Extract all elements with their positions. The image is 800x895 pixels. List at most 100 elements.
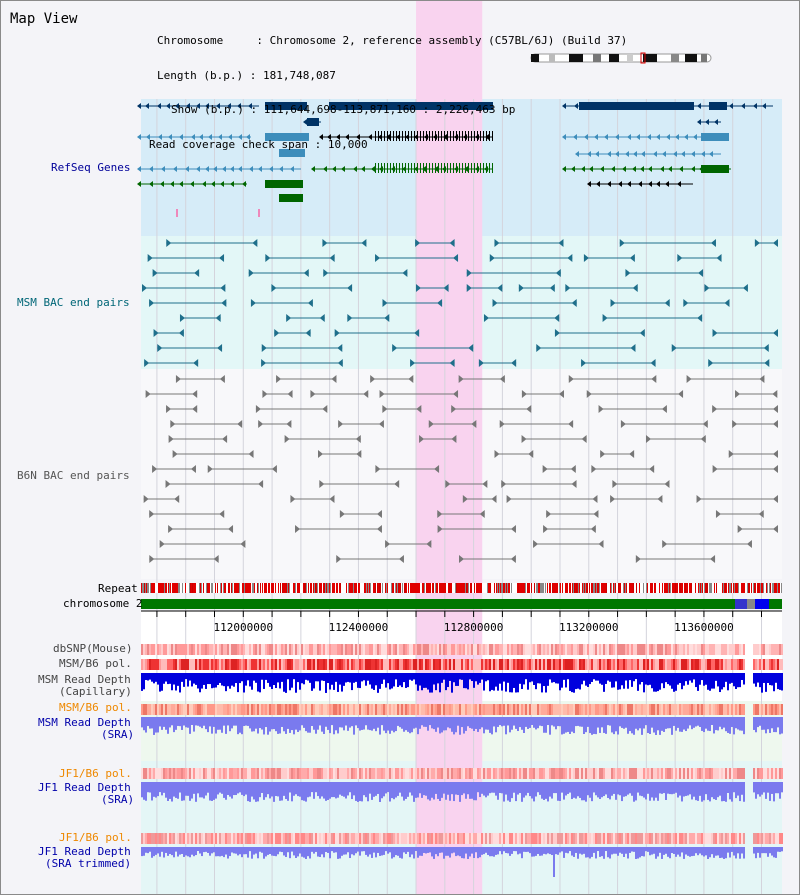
repeat-block — [173, 583, 174, 593]
jf1-pol2-cell — [553, 833, 555, 844]
msm-bac-pair-end — [489, 254, 495, 262]
jf1-pol2-cell — [721, 833, 723, 844]
gene-blue-4-arrow — [173, 166, 177, 172]
msm-pol-cell — [667, 659, 669, 670]
jf1-sra-depth-bar — [357, 782, 359, 802]
msm-cap-depth-bar — [239, 673, 241, 684]
msm-pol-cell — [639, 659, 641, 670]
dbsnp-cell — [567, 644, 569, 655]
dbsnp-cell — [691, 644, 693, 655]
jf1-pol2-cell — [513, 833, 515, 844]
track-label-msm-b6-pol-1[interactable]: MSM/B6 pol. — [59, 657, 132, 670]
track-label-jf1-read-sra[interactable]: JF1 Read Depth — [38, 781, 131, 794]
track-label-chromosome[interactable]: chromosome 2 — [63, 597, 143, 610]
jf1-pol-cell — [467, 768, 469, 779]
track-label-msm-read-cap[interactable]: MSM Read Depth — [38, 673, 131, 686]
jf1-pol2-cell — [549, 833, 551, 844]
jf1-pol-cell — [527, 768, 529, 779]
repeat-block — [240, 583, 241, 593]
dbsnp-cell — [415, 644, 417, 655]
msm-sra-depth-bar — [669, 717, 671, 729]
jf1-trim-depth-bar — [557, 847, 559, 855]
jf1-sra-depth-bar — [457, 782, 459, 795]
jf1-sra-depth-bar — [193, 782, 195, 794]
jf1-sra-depth-bar — [583, 782, 585, 801]
track-label-jf1-b6-pol-1[interactable]: JF1/B6 pol. — [59, 767, 132, 780]
jf1-pol-cell — [593, 768, 595, 779]
dbsnp-cell — [325, 644, 327, 655]
track-label-dbsnp[interactable]: dbSNP(Mouse) — [53, 642, 133, 655]
b6n-bac-pair-end — [501, 480, 507, 488]
repeat-block — [355, 583, 356, 593]
jf1-trim-depth-bar — [279, 847, 281, 852]
track-label-jf1-b6-pol-2[interactable]: JF1/B6 pol. — [59, 831, 132, 844]
repeat-block — [736, 583, 737, 593]
dbsnp-cell — [195, 644, 197, 655]
dbsnp-cell — [247, 644, 249, 655]
jf1-sra-depth-bar — [237, 782, 239, 794]
jf1-pol-cell — [265, 768, 267, 779]
msm-pol-cell — [451, 659, 453, 670]
track-label-msm-bac[interactable]: MSM BAC end pairs — [17, 296, 130, 309]
jf1-pol-cell — [495, 768, 497, 779]
dbsnp-cell — [513, 644, 515, 655]
jf1-trim-depth-bar — [605, 847, 607, 852]
msm-cap-depth-bar — [457, 673, 459, 686]
msm-pol2-cell — [669, 704, 671, 715]
jf1-pol2-cell — [717, 833, 719, 844]
msm-pol-cell — [205, 659, 207, 670]
track-label-msm-read-sra[interactable]: MSM Read Depth — [38, 716, 131, 729]
jf1-pol-cell — [233, 768, 235, 779]
dbsnp-cell — [695, 644, 697, 655]
exon-tick — [486, 163, 487, 173]
track-label-msm-b6-pol-2[interactable]: MSM/B6 pol. — [59, 701, 132, 714]
jf1-pol2-cell — [445, 833, 447, 844]
msm-pol-cell — [153, 659, 155, 670]
msm-sra-depth-bar — [635, 717, 637, 729]
jf1-trim-depth-bar — [645, 847, 647, 852]
msm-pol-cell — [569, 659, 571, 670]
jf1-sra-depth-bar — [239, 782, 241, 793]
msm-pol-cell — [511, 659, 513, 670]
msm-sra-depth-bar — [689, 717, 691, 726]
repeat-block — [191, 583, 192, 593]
msm-cap-depth-bar — [443, 673, 445, 680]
msm-sra-depth-bar — [377, 717, 379, 728]
msm-cap-depth-bar — [487, 673, 489, 681]
msm-cap-depth-bar — [753, 673, 755, 684]
repeat-block — [628, 583, 629, 593]
exon-tick — [477, 163, 478, 173]
dbsnp-cell — [377, 644, 379, 655]
repeat-block — [228, 583, 229, 593]
dbsnp-cell — [329, 644, 331, 655]
dbsnp-cell — [421, 644, 423, 655]
jf1-pol-cell — [269, 768, 271, 779]
msm-cap-depth-bar — [165, 673, 167, 682]
msm-cap-depth-bar — [429, 673, 431, 693]
track-label-refseq[interactable]: RefSeq Genes — [51, 161, 131, 174]
msm-pol2-cell — [217, 704, 219, 715]
jf1-pol2-cell — [579, 833, 581, 844]
repeat-block — [415, 583, 416, 593]
msm-pol2-cell — [721, 704, 723, 715]
jf1-trim-depth-bar — [149, 847, 151, 852]
jf1-pol2-cell — [661, 833, 663, 844]
msm-pol2-cell — [385, 704, 387, 715]
b6n-bac-pair-end — [262, 390, 268, 398]
repeat-block — [752, 583, 753, 593]
chromosome-gap — [735, 599, 747, 609]
msm-bac-pair-end — [449, 239, 455, 247]
track-label-repeat[interactable]: Repeat — [98, 582, 138, 595]
dbsnp-cell — [149, 644, 151, 655]
jf1-trim-depth-bar — [491, 847, 493, 857]
msm-sra-depth-bar — [527, 717, 529, 729]
msm-sra-depth-bar — [397, 717, 399, 726]
track-label-b6n-bac[interactable]: B6N BAC end pairs — [17, 469, 130, 482]
jf1-pol-cell — [623, 768, 625, 779]
repeat-block — [323, 583, 324, 593]
dbsnp-cell — [439, 644, 441, 655]
msm-bac-pair-end — [704, 284, 710, 292]
dbsnp-cell — [165, 644, 167, 655]
track-label-jf1-read-trim[interactable]: JF1 Read Depth — [38, 845, 131, 858]
